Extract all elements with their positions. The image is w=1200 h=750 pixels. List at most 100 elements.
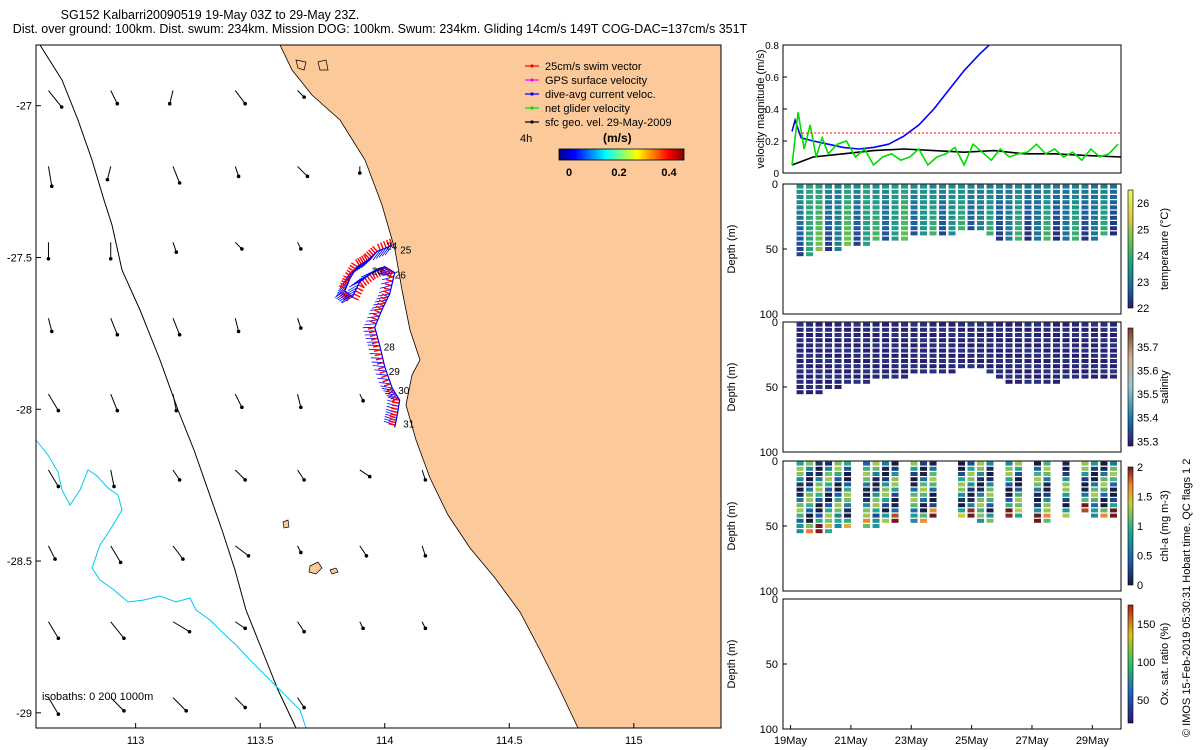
section-axes: [782, 598, 1122, 730]
section-dot: [929, 348, 937, 353]
section-dot: [986, 472, 994, 476]
dac-vector: [364, 323, 377, 326]
legend-item: net glider velocity: [525, 103, 630, 115]
section-dot: [1081, 343, 1089, 348]
section-dot: [1100, 461, 1108, 466]
section-dot: [1043, 503, 1051, 508]
section-dot: [1062, 364, 1070, 369]
section-dot: [1015, 369, 1023, 374]
small-islands: [282, 59, 339, 575]
section-dot: [815, 353, 823, 358]
section-dot: [958, 513, 966, 518]
section-dot: [1071, 205, 1079, 210]
geo-vector: [234, 697, 246, 708]
geo-vector-head: [46, 257, 51, 261]
geo-vector: [110, 90, 118, 104]
section-dot: [977, 338, 985, 343]
section-dot: [825, 343, 833, 348]
section-dot: [929, 327, 937, 332]
dac-vector: [375, 248, 384, 259]
section-dot: [948, 364, 956, 369]
section-dot: [967, 472, 975, 476]
section-dot: [1005, 472, 1013, 476]
section-dot: [986, 215, 994, 220]
section-dot: [1100, 226, 1108, 231]
section-dot: [806, 200, 814, 205]
section-dot: [806, 487, 814, 492]
section-dot: [1090, 472, 1098, 476]
section-dot: [825, 236, 833, 241]
section-dot: [806, 327, 814, 332]
section-dot: [806, 322, 814, 327]
section-dot: [1033, 364, 1041, 369]
section-dot: [1043, 221, 1051, 225]
section-dot: [853, 327, 861, 332]
section-dot: [1043, 461, 1051, 466]
swim-vector: [355, 290, 362, 295]
swim-vector: [359, 281, 365, 288]
geo-vector: [106, 166, 112, 180]
section-dot: [1043, 353, 1051, 358]
section-dot: [948, 210, 956, 215]
legend-marker: [530, 78, 534, 82]
section-dot: [1005, 498, 1013, 502]
section-dot: [844, 327, 852, 332]
section-dot: [834, 327, 842, 332]
geo-vector: [48, 621, 59, 639]
section-dot: [910, 498, 918, 502]
geo-vector-head: [56, 408, 61, 413]
swim-vector: [375, 305, 383, 310]
section-dot: [1071, 236, 1079, 241]
geo-vector: [297, 621, 305, 632]
section-dot: [1005, 189, 1013, 194]
section-dot: [958, 195, 966, 199]
section-dot: [1062, 353, 1070, 358]
section-dot: [882, 508, 890, 513]
swim-vector: [383, 383, 391, 387]
section-dot: [1015, 338, 1023, 343]
section-dot: [958, 343, 966, 348]
section-dot: [1071, 359, 1079, 363]
section-dot: [891, 498, 899, 502]
section-dot: [806, 210, 814, 215]
section-dot: [958, 498, 966, 502]
geo-vector: [47, 166, 53, 187]
section-dot: [863, 231, 871, 236]
section-panel-1: 0 50 100 Depth (m) 22 23 24 25 26 temperature (°C…: [726, 179, 1171, 321]
section-dot: [872, 477, 880, 482]
section-dot: [1081, 338, 1089, 343]
section-dot: [815, 524, 823, 528]
swim-vector: [355, 259, 360, 266]
section-dot: [967, 487, 975, 492]
land-mass: [279, 45, 721, 728]
section-dot: [929, 498, 937, 502]
section-dot: [1081, 210, 1089, 215]
section-dot: [920, 508, 928, 513]
section-dot: [815, 466, 823, 471]
section-dot: [948, 322, 956, 327]
section-dot: [872, 353, 880, 358]
geo-vector-head: [177, 181, 182, 185]
section-dot: [967, 189, 975, 194]
section-dot: [1090, 482, 1098, 487]
section-dot: [1071, 338, 1079, 343]
section-dot: [1071, 184, 1079, 189]
section-dot: [1071, 215, 1079, 220]
section-dot: [939, 231, 947, 236]
section-dot: [825, 461, 833, 466]
geo-vector-head: [181, 557, 185, 561]
section-dot: [796, 374, 804, 379]
section-dot: [834, 247, 842, 251]
swim-vector: [373, 349, 381, 353]
swim-vector: [379, 370, 387, 375]
section-dot: [1005, 205, 1013, 210]
section-dot: [901, 364, 909, 369]
section-dot: [825, 374, 833, 379]
section-dot: [1043, 226, 1051, 231]
swim-vector: [366, 251, 372, 258]
section-dot: [806, 348, 814, 353]
geo-vector: [110, 469, 115, 487]
section-dot: [901, 333, 909, 337]
section-dot: [967, 364, 975, 369]
section-dot: [872, 482, 880, 487]
